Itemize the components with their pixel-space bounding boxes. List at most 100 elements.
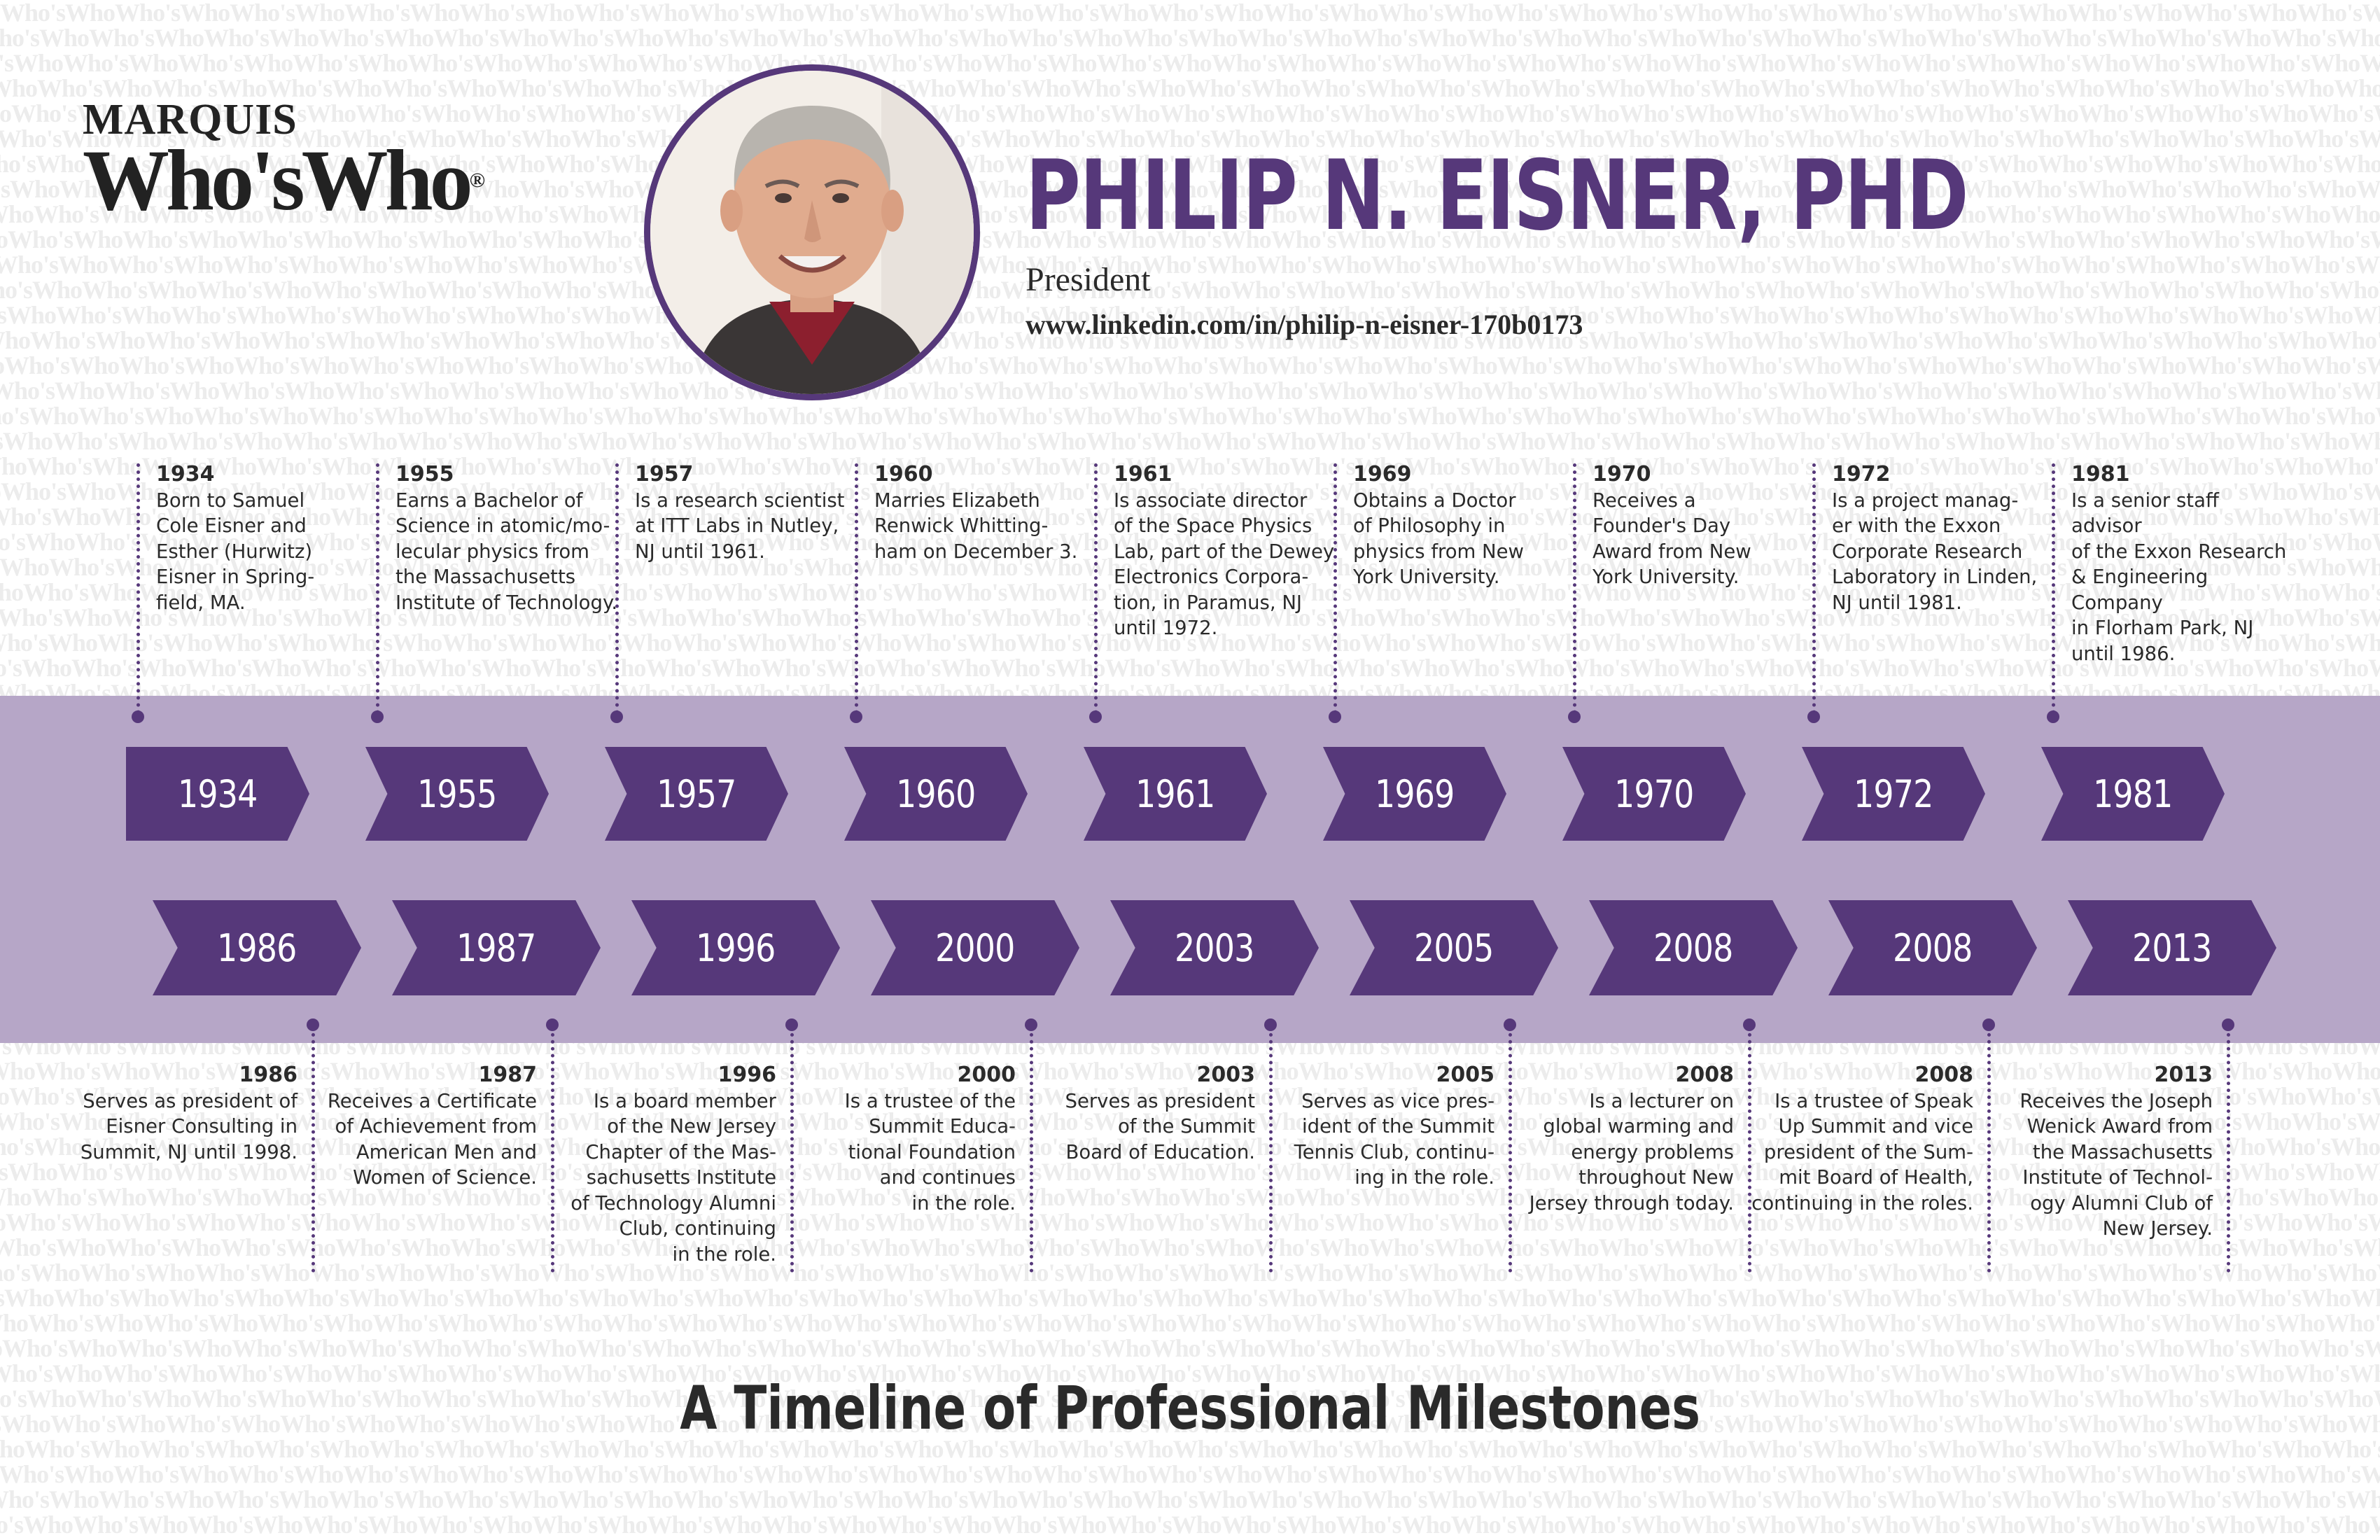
timeline-dot [610,710,623,723]
milestone-text: 2013 Receives the Joseph Wenick Award fro… [1990,1063,2213,1242]
chevron-year-label: 1996 [696,925,776,970]
milestone-text: 1960 Marries Elizabeth Renwick Whitting- … [874,462,1097,564]
logo-line2: Who'sWho® [83,132,486,228]
milestone-year: 1972 [1832,462,1891,486]
year-chevron: 1969 [1323,747,1506,841]
milestone-description: Obtains a Doctor of Philosophy in physic… [1353,489,1525,589]
milestone-description: Receives a Certificate of Achievement fr… [327,1089,537,1189]
milestone-year: 2005 [1436,1063,1495,1087]
year-chevron: 2003 [1110,900,1319,995]
timeline-dot [307,1018,319,1031]
chevron-year-label: 1961 [1135,771,1215,816]
milestone-description: Marries Elizabeth Renwick Whitting- ham … [874,489,1078,563]
year-chevron: 2000 [871,900,1079,995]
milestone-description: Is a research scientist at ITT Labs in N… [635,489,845,563]
timeline-connector [1094,463,1098,714]
year-chevron: 1996 [631,900,840,995]
chevron-year-label: 1970 [1614,771,1694,816]
chevron-year-label: 1981 [2093,771,2173,816]
milestone-description: Is associate director of the Space Physi… [1114,489,1335,640]
person-name: PHILIP N. EISNER, PHD [1026,139,1969,252]
milestone-year: 1955 [396,462,454,486]
milestone-text: 1955 Earns a Bachelor of Science in atomi… [396,462,618,615]
year-chevron: 1934 [126,747,309,841]
timeline-dot [1089,710,1102,723]
milestone-description: Is a trustee of the Summit Educa- tional… [844,1089,1016,1214]
timeline-connector [855,463,858,714]
chevron-year-label: 2008 [1893,925,1973,970]
timeline-connector [136,463,140,714]
timeline-connector [615,463,619,714]
timeline-connector [1030,1026,1033,1273]
year-chevron: 1970 [1562,747,1746,841]
timeline-connector [790,1026,794,1273]
timeline-dot [2222,1018,2234,1031]
timeline-dot [1568,710,1581,723]
timeline-connector [551,1026,554,1273]
timeline-dot [2047,710,2059,723]
milestone-description: Serves as president of the Summit Board … [1065,1089,1256,1163]
timeline-dot [1743,1018,1756,1031]
milestone-year: 2008 [1914,1063,1974,1087]
year-chevron: 1981 [2041,747,2225,841]
timeline-connector [1508,1026,1512,1273]
milestone-text: 2005 Serves as vice pres- ident of the Su… [1272,1063,1494,1191]
milestone-description: Is a lecturer on global warming and ener… [1529,1089,1734,1214]
milestone-text: 1957 Is a research scientist at ITT Labs … [635,462,858,564]
milestone-text: 1934 Born to Samuel Cole Eisner and Esthe… [156,462,379,615]
timeline-connector [1573,463,1576,714]
year-chevron: 1986 [153,900,361,995]
milestone-text: 1986 Serves as president of Eisner Consul… [75,1063,298,1165]
milestone-description: Is a senior staff advisor of the Exxon R… [2071,489,2287,665]
milestone-year: 1986 [239,1063,298,1087]
timeline-connector [1987,1026,1991,1273]
chevron-year-label: 1957 [657,771,736,816]
milestone-year: 2000 [957,1063,1016,1087]
chevron-year-label: 1987 [456,925,536,970]
timeline-connector [2227,1026,2230,1273]
milestone-year: 1970 [1592,462,1651,486]
milestone-description: Receives the Joseph Wenick Award from th… [2019,1089,2213,1240]
milestone-description: Born to Samuel Cole Eisner and Esther (H… [156,489,315,614]
timeline-connector [376,463,379,714]
milestone-year: 2003 [1196,1063,1256,1087]
milestone-text: 2003 Serves as president of the Summit Bo… [1032,1063,1256,1165]
year-chevron: 2008 [1589,900,1798,995]
milestone-description: Serves as vice pres- ident of the Summit… [1294,1089,1494,1189]
chevron-year-label: 2003 [1175,925,1254,970]
timeline-dot [1982,1018,1995,1031]
milestone-description: Receives a Founder's Day Award from New … [1592,489,1751,589]
milestone-description: Serves as president of Eisner Consulting… [80,1089,298,1163]
chevron-year-label: 2000 [935,925,1015,970]
milestone-text: 1972 Is a project manag- er with the Exxo… [1832,462,2054,615]
timeline-dot [1025,1018,1037,1031]
milestone-text: 1970 Receives a Founder's Day Award from … [1592,462,1815,590]
year-chevron: 2005 [1350,900,1558,995]
milestone-year: 2013 [2154,1063,2213,1087]
chevron-year-label: 2005 [1414,925,1494,970]
year-chevron: 1987 [392,900,601,995]
milestone-text: 2008 Is a trustee of Speak Up Summit and … [1751,1063,1973,1216]
timeline-connector [312,1026,315,1273]
timeline-dot [1504,1018,1516,1031]
milestone-text: 2008 Is a lecturer on global warming and … [1511,1063,1734,1216]
timeline-dot [1329,710,1341,723]
milestone-text: 1969 Obtains a Doctor of Philosophy in ph… [1353,462,1576,590]
year-chevron: 1955 [365,747,549,841]
person-title: President [1026,261,1151,298]
year-chevron: 1960 [844,747,1028,841]
timeline-connector [2052,463,2055,714]
milestone-year: 1981 [2071,462,2130,486]
chevron-year-label: 1955 [417,771,497,816]
milestone-year: 1996 [718,1063,777,1087]
timeline-dot [546,1018,559,1031]
milestone-description: Is a board member of the New Jersey Chap… [570,1089,776,1266]
linkedin-link[interactable]: www.linkedin.com/in/philip-n-eisner-170b… [1026,309,1583,340]
milestone-text: 1996 Is a board member of the New Jersey … [554,1063,776,1267]
timeline-connector [1334,463,1337,714]
timeline-dot [132,710,144,723]
timeline-connector [1269,1026,1273,1273]
milestone-text: 2000 Is a trustee of the Summit Educa- ti… [793,1063,1016,1216]
chevron-year-label: 1969 [1375,771,1455,816]
year-chevron: 1972 [1802,747,1985,841]
